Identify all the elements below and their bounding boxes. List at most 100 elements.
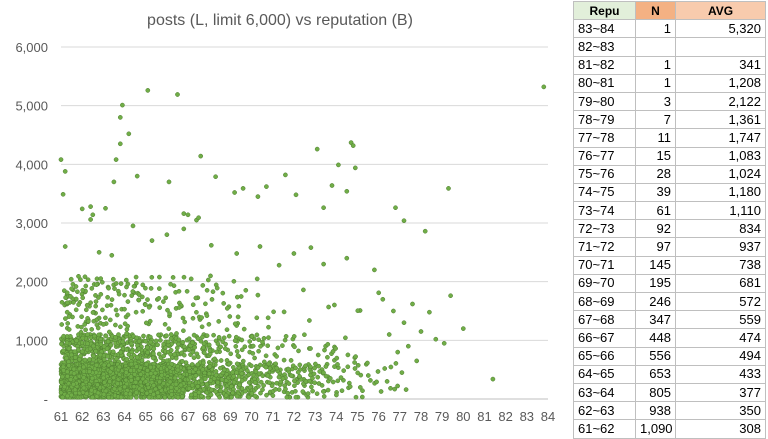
data-point (382, 366, 388, 371)
data-point (292, 344, 297, 350)
table-row: 65~66 556 494 (573, 346, 766, 366)
data-point (175, 367, 181, 373)
header-avg: AVG (675, 0, 766, 21)
data-point (293, 388, 298, 394)
data-point (271, 309, 276, 315)
chart-title: posts (L, limit 6,000) vs reputation (B) (147, 12, 413, 29)
data-point (98, 276, 104, 281)
avg-cell: 350 (675, 401, 766, 421)
data-point (140, 282, 146, 288)
data-point (261, 383, 266, 388)
data-point (103, 315, 108, 321)
data-point (231, 373, 237, 379)
data-point (258, 390, 263, 396)
n-cell: 1 (635, 73, 676, 93)
data-point (374, 379, 379, 385)
repu-cell: 79~80 (573, 91, 636, 112)
data-point (217, 394, 222, 400)
data-point (321, 389, 326, 394)
repu-cell: 74~75 (573, 182, 636, 203)
data-point (204, 333, 210, 339)
data-point (70, 281, 76, 287)
table-row: 63~64 805 377 (573, 382, 766, 403)
data-point (541, 84, 547, 90)
n-cell: 805 (635, 382, 676, 403)
data-point (202, 376, 208, 382)
x-tick-label: 73 (308, 409, 322, 424)
data-point (222, 346, 228, 351)
data-point (232, 190, 237, 195)
n-cell: 97 (635, 237, 676, 257)
y-axis-tick-labels: - 1,000 2,000 3,000 4,000 5,000 6,000 (15, 40, 48, 407)
data-point (206, 371, 212, 377)
data-point (110, 349, 116, 355)
avg-cell: 377 (675, 382, 766, 403)
data-point (256, 384, 261, 389)
data-point (134, 335, 140, 341)
data-point (234, 349, 240, 354)
data-point (116, 364, 122, 370)
data-point (80, 287, 86, 293)
data-point (94, 362, 99, 368)
avg-cell: 1,083 (675, 146, 766, 166)
data-point (194, 309, 199, 315)
x-tick-label: 77 (393, 409, 407, 424)
data-point (94, 282, 99, 288)
data-point (308, 245, 314, 250)
data-point (330, 379, 336, 385)
data-point (360, 388, 365, 394)
data-point (344, 255, 350, 261)
data-point (65, 373, 70, 379)
data-point (165, 307, 170, 313)
data-point (107, 317, 113, 323)
repu-cell: 67~68 (573, 310, 636, 330)
data-point (215, 341, 221, 347)
data-point (122, 384, 127, 390)
data-point (109, 252, 115, 258)
data-point (64, 340, 70, 346)
data-point (190, 302, 196, 308)
data-point (113, 334, 118, 340)
data-point (215, 380, 221, 385)
data-point (155, 390, 160, 396)
data-point (114, 312, 120, 318)
data-point (76, 302, 81, 307)
data-point (90, 310, 96, 315)
avg-cell: 738 (675, 255, 766, 275)
data-point (123, 370, 129, 375)
reputation-stats-table: Repu N AVG 83~84 1 5,320 82~83 81~82 1 341 80~8… (573, 0, 766, 439)
y-tick-label: 5,000 (15, 99, 48, 114)
data-point (365, 360, 370, 366)
data-point (116, 332, 121, 337)
data-point (128, 374, 134, 380)
data-point (169, 392, 174, 397)
data-point (166, 326, 172, 332)
data-point (209, 387, 214, 393)
data-point (258, 379, 264, 385)
data-point (163, 295, 169, 301)
data-point (93, 293, 98, 298)
data-point (186, 336, 192, 342)
data-point (192, 392, 198, 397)
data-point (196, 369, 202, 375)
x-tick-label: 69 (223, 409, 237, 424)
data-point (118, 394, 124, 400)
avg-cell: 1,361 (675, 110, 766, 130)
data-point (376, 290, 382, 296)
data-point (129, 349, 135, 355)
data-point (278, 379, 284, 385)
data-point (286, 381, 292, 386)
data-point (59, 322, 65, 327)
data-point (186, 386, 192, 391)
data-point (234, 361, 240, 367)
data-point (181, 328, 186, 334)
data-point (226, 333, 232, 339)
data-point (205, 277, 211, 283)
n-cell: 39 (635, 182, 676, 203)
data-point (101, 391, 107, 397)
data-point (283, 333, 289, 339)
data-point (157, 379, 162, 385)
data-point (126, 352, 132, 357)
data-point (276, 262, 282, 268)
data-point (252, 355, 257, 361)
